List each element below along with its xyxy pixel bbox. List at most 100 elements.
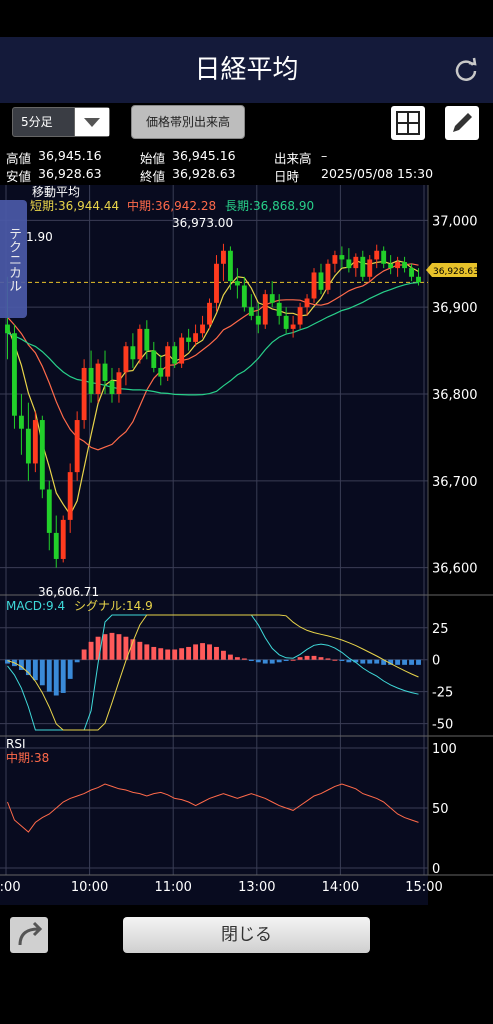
candle-body xyxy=(241,285,247,308)
stock-chart[interactable]: 37,000 36,900 36,800 36,700 36,600 9:00 10:00 1… xyxy=(0,185,493,905)
candle-body xyxy=(158,367,164,377)
macd-bar xyxy=(109,632,115,660)
candle-body xyxy=(276,302,282,316)
macd-bar xyxy=(214,646,219,660)
back-arrow-icon xyxy=(18,921,43,946)
candlesticks xyxy=(5,243,421,568)
close-label: 終値 xyxy=(140,169,166,184)
macd-bar xyxy=(304,655,310,660)
candle-body xyxy=(402,262,408,269)
macd-bar xyxy=(221,650,226,660)
page-title: 日経平均 xyxy=(194,55,299,85)
candle-body xyxy=(374,250,380,260)
macd-bar xyxy=(165,649,171,660)
candle-body xyxy=(283,315,289,329)
candle-body xyxy=(332,255,338,264)
macd-bar xyxy=(248,659,254,661)
current-price-label: 36,928.63 xyxy=(433,267,479,277)
header-bar: 日経平均 xyxy=(0,37,493,103)
macd-bar xyxy=(5,659,10,664)
open-value: 36,945.16 xyxy=(172,148,236,163)
macd-tick-label: -50 xyxy=(432,718,453,733)
macd-bar xyxy=(416,659,421,665)
macd-bar xyxy=(353,659,359,663)
chevron-down-icon xyxy=(74,108,109,136)
datetime-value: 2025/05/08 15:30 xyxy=(321,166,434,181)
technical-tab[interactable]: テクニカル xyxy=(0,200,27,318)
candle-body xyxy=(353,256,359,269)
macd-bar xyxy=(95,636,101,660)
signal-label: シグナル:14.9 xyxy=(74,599,153,613)
toolbar: 5分足 価格帯別出来高 xyxy=(0,103,493,145)
pencil-icon xyxy=(453,113,472,132)
candle-body xyxy=(172,346,178,364)
ma-long-label: 長期:36,868.90 xyxy=(225,199,314,213)
draw-button[interactable] xyxy=(445,106,479,140)
refresh-icon[interactable] xyxy=(453,57,479,83)
y-tick-label: 36,800 xyxy=(432,388,478,403)
candle-body xyxy=(304,298,310,308)
macd-bar xyxy=(130,639,136,660)
candle-body xyxy=(74,420,80,473)
macd-bar xyxy=(207,644,212,660)
x-tick-label: 15:00 xyxy=(405,880,442,895)
rsi-tick-label: 0 xyxy=(432,862,440,877)
close-value: 36,928.63 xyxy=(172,166,236,181)
high-value: 36,945.16 xyxy=(38,148,102,163)
x-tick-label: 13:00 xyxy=(238,880,275,895)
macd-bar xyxy=(297,657,303,660)
rsi-panel: 100 50 0 xyxy=(0,742,457,877)
macd-panel: 25 0 -25 -50 xyxy=(0,614,453,733)
rsi-title: RSI xyxy=(6,737,26,751)
macd-bar xyxy=(67,659,73,679)
volume-profile-button[interactable]: 価格帯別出来高 xyxy=(131,105,245,139)
candle-body xyxy=(227,250,233,282)
grid-layout-button[interactable] xyxy=(391,106,425,140)
candle-body xyxy=(193,333,199,342)
close-button[interactable]: 閉じる xyxy=(123,917,370,953)
candle-body xyxy=(60,519,66,559)
candle-body xyxy=(18,415,24,429)
macd-bar xyxy=(144,644,150,660)
macd-bar xyxy=(102,634,108,660)
macd-bar xyxy=(227,654,233,660)
macd-bar xyxy=(18,659,24,670)
macd-bar xyxy=(255,659,261,663)
macd-tick-label: 0 xyxy=(432,654,440,669)
candle-body xyxy=(221,250,226,264)
x-tick-label: 14:00 xyxy=(322,880,359,895)
back-button[interactable] xyxy=(10,917,48,953)
macd-bar xyxy=(346,659,352,663)
volume-value: – xyxy=(321,148,328,163)
candle-body xyxy=(165,346,171,377)
candle-body xyxy=(186,337,192,342)
signal-line xyxy=(7,614,419,731)
macd-bar xyxy=(74,659,80,663)
candle-body xyxy=(144,328,150,351)
x-tick-label: 9:00 xyxy=(0,880,21,895)
macd-bar xyxy=(32,659,38,681)
chart-grid: 37,000 36,900 36,800 36,700 36,600 9:00 10:00 1… xyxy=(0,185,493,895)
macd-bar xyxy=(318,657,324,660)
candle-body xyxy=(262,294,268,325)
macd-bar xyxy=(39,659,45,686)
candle-body xyxy=(207,302,212,325)
grid-icon xyxy=(396,111,420,135)
macd-bar xyxy=(234,657,240,660)
macd-bar xyxy=(186,646,192,660)
bottom-bar: 閉じる xyxy=(0,905,493,965)
candle-body xyxy=(46,489,52,533)
macd-bar xyxy=(262,659,268,664)
macd-bar xyxy=(381,659,387,665)
period-select[interactable]: 5分足 xyxy=(12,107,110,137)
candle-body xyxy=(395,262,401,269)
low-annotation: 36,606.71 xyxy=(38,585,99,599)
y-tick-label: 37,000 xyxy=(432,214,478,229)
candle-body xyxy=(311,272,317,299)
high-label: 高値 xyxy=(6,151,32,166)
candle-body xyxy=(381,250,387,264)
candle-body xyxy=(367,259,373,277)
candle-body xyxy=(137,328,143,360)
candle-body xyxy=(81,367,87,421)
high-annotation: 36,973.00 xyxy=(172,216,233,230)
